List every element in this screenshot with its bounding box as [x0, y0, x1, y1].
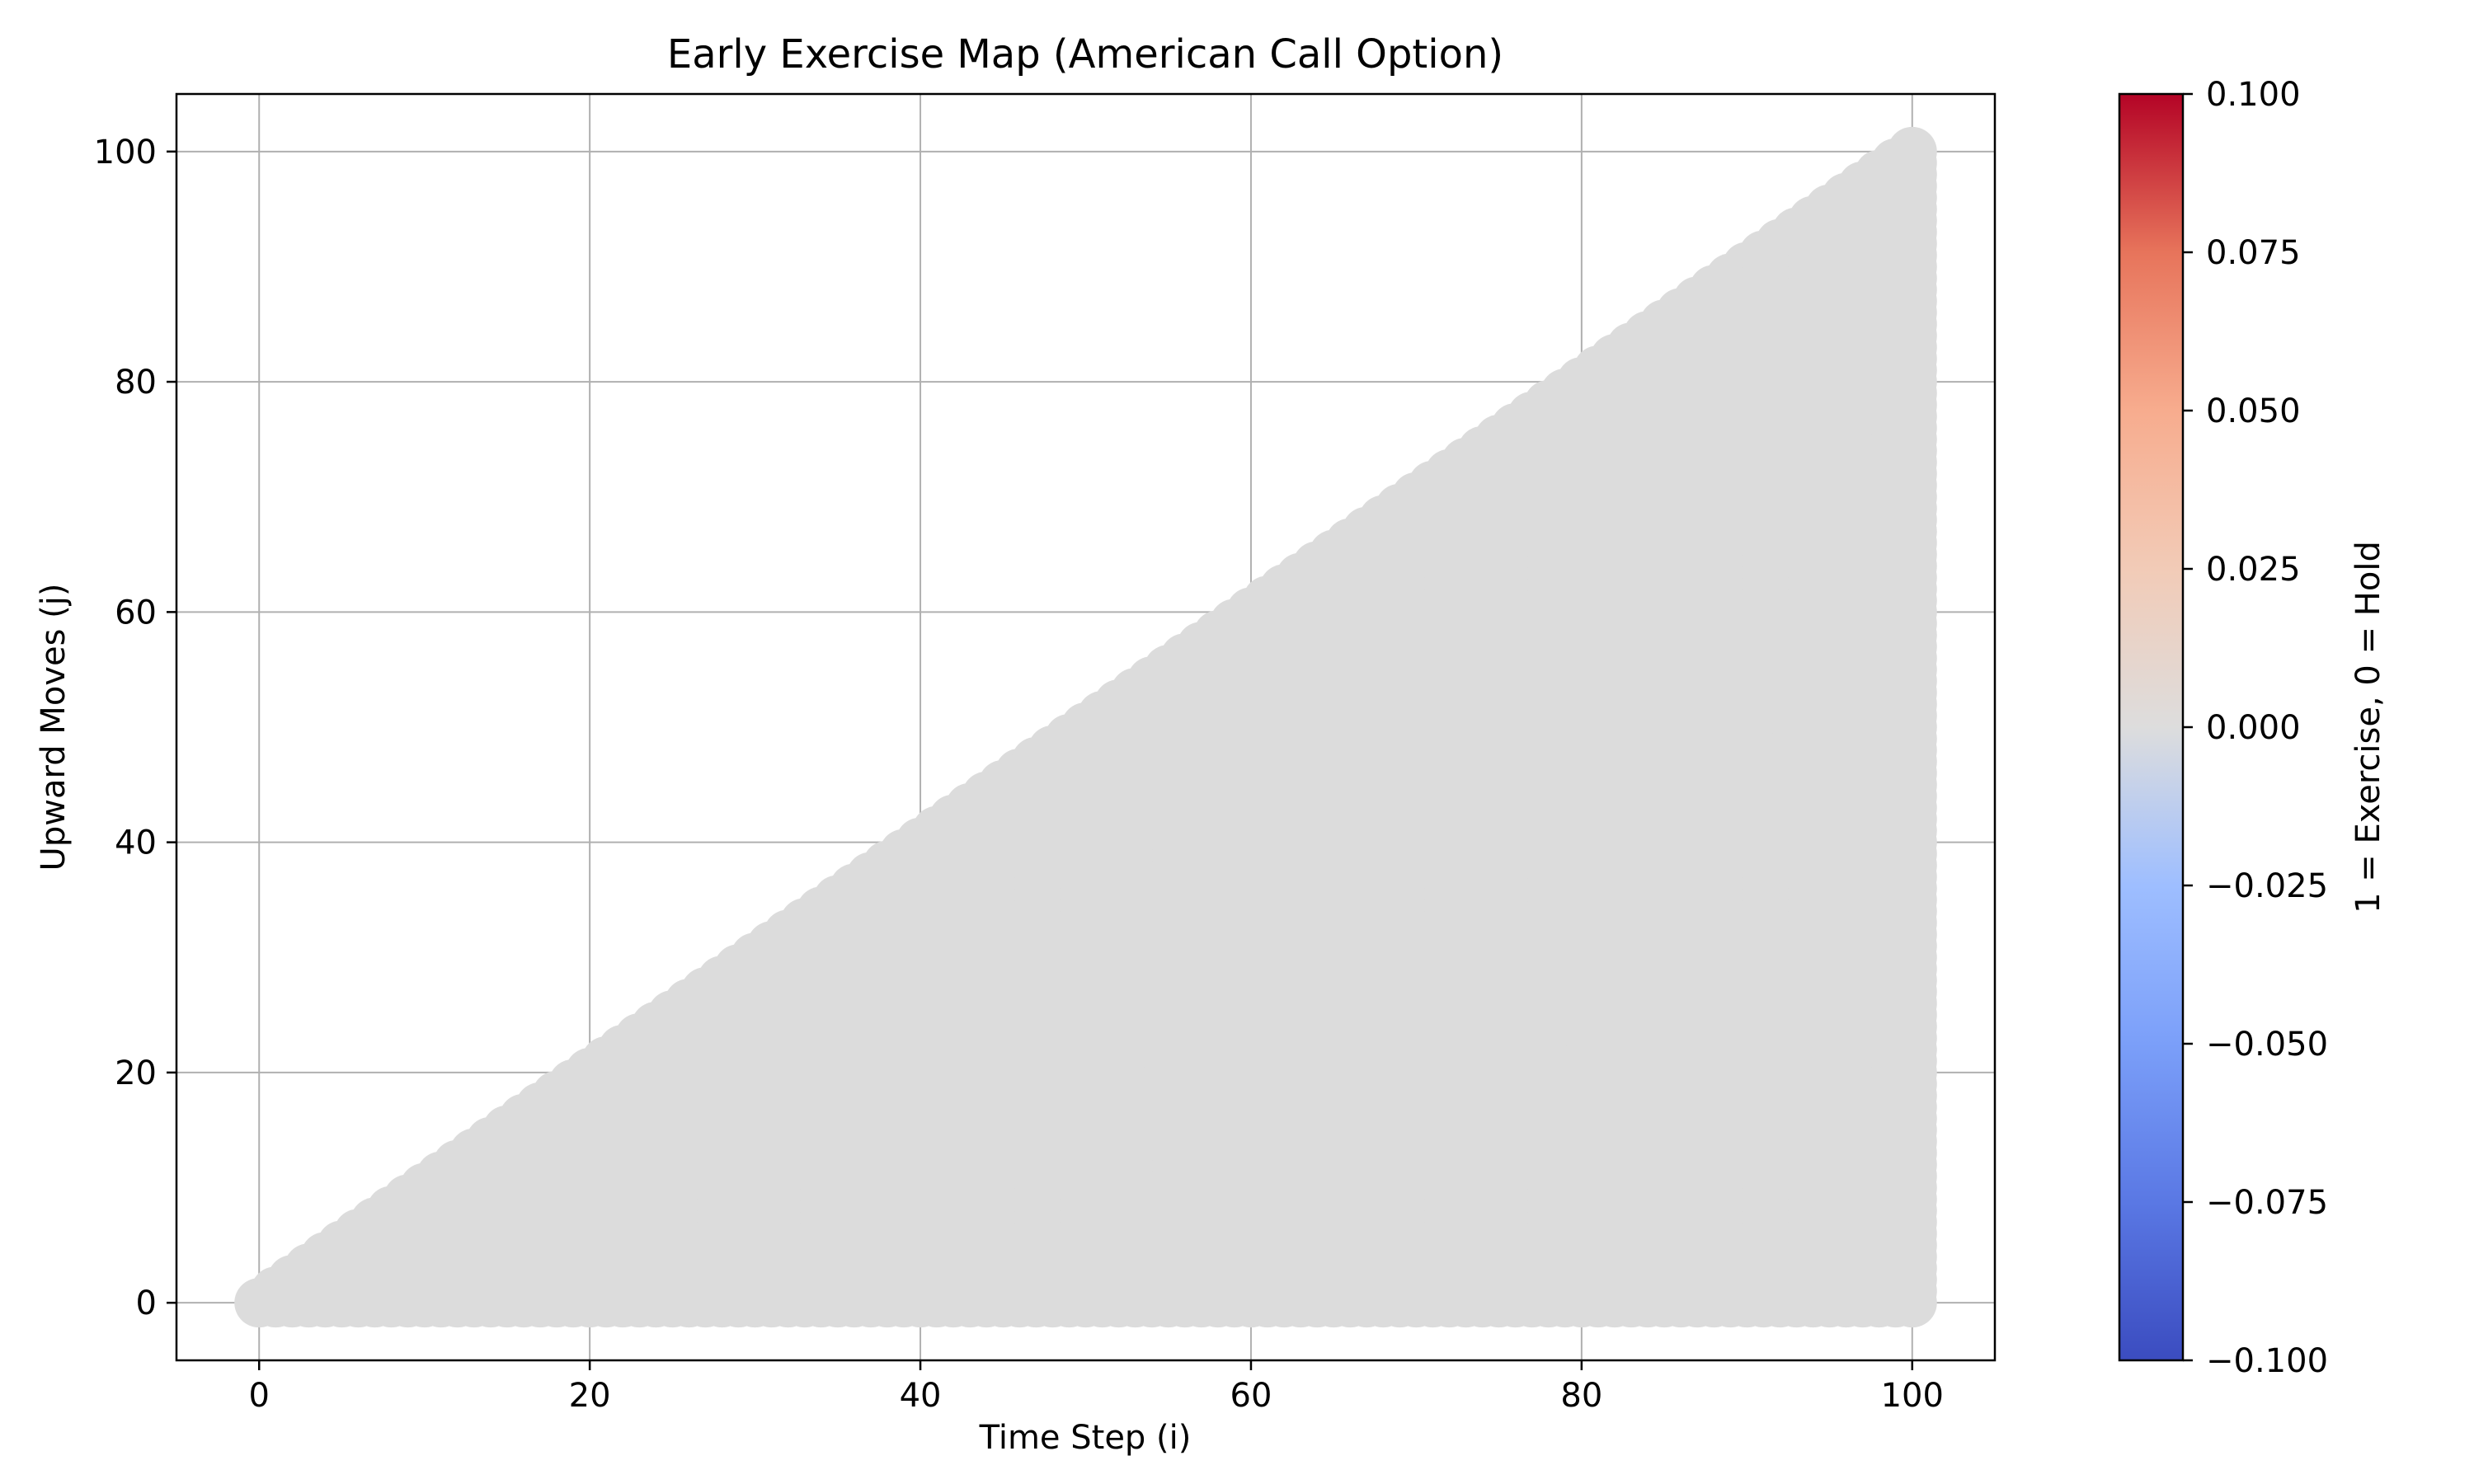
chart-title: Early Exercise Map (American Call Option…: [667, 31, 1503, 77]
scatter-points: [234, 126, 1937, 1328]
